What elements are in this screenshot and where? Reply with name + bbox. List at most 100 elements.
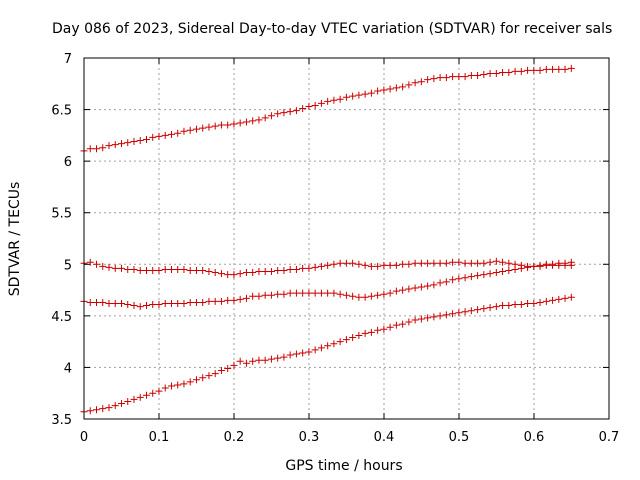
data-point — [242, 269, 250, 277]
data-point — [105, 263, 113, 271]
data-point — [130, 302, 138, 310]
data-point — [361, 293, 369, 301]
data-point — [105, 299, 113, 307]
data-point — [374, 326, 382, 334]
data-point — [461, 308, 469, 316]
data-point — [186, 126, 194, 134]
data-point — [374, 291, 382, 299]
data-point — [217, 121, 225, 129]
data-point — [336, 259, 344, 267]
data-point — [480, 271, 488, 279]
data-point — [342, 93, 350, 101]
data-point — [524, 263, 532, 271]
data-point — [355, 260, 363, 268]
data-point — [299, 349, 307, 357]
data-point — [305, 264, 313, 272]
y-tick-label: 5 — [64, 258, 72, 273]
data-point — [224, 271, 232, 279]
data-point — [561, 65, 569, 73]
data-point — [336, 95, 344, 103]
data-point — [499, 302, 507, 310]
data-point — [305, 102, 313, 110]
data-point — [399, 260, 407, 268]
data-point — [317, 344, 325, 352]
data-point — [274, 290, 282, 298]
data-point — [249, 269, 257, 277]
data-point — [492, 269, 500, 277]
data-point — [149, 301, 157, 309]
data-point — [311, 263, 319, 271]
data-point — [230, 361, 238, 369]
data-point — [230, 120, 238, 128]
data-point — [117, 400, 125, 408]
data-point — [474, 272, 482, 280]
data-point — [99, 262, 107, 270]
x-tick-label: 0.2 — [224, 430, 245, 445]
data-point — [367, 328, 375, 336]
data-point — [417, 78, 425, 86]
data-point — [155, 132, 163, 140]
data-point — [480, 259, 488, 267]
data-point — [430, 281, 438, 289]
data-point — [111, 264, 119, 272]
data-point — [530, 299, 538, 307]
data-point — [136, 137, 144, 145]
data-point — [455, 73, 463, 81]
data-point — [130, 265, 138, 273]
x-tick-label: 0 — [80, 430, 88, 445]
data-point — [499, 258, 507, 266]
data-point — [99, 144, 107, 152]
data-point — [292, 350, 300, 358]
data-point — [249, 357, 257, 365]
data-point — [499, 268, 507, 276]
data-point — [130, 395, 138, 403]
series-lower-mid — [80, 258, 575, 311]
data-point — [486, 270, 494, 278]
data-point — [236, 295, 244, 303]
data-point — [199, 266, 207, 274]
data-point — [342, 291, 350, 299]
data-point — [117, 299, 125, 307]
data-point — [530, 66, 538, 74]
data-point — [424, 282, 432, 290]
data-point — [124, 139, 132, 147]
data-point — [392, 261, 400, 269]
data-point — [136, 266, 144, 274]
data-point — [92, 406, 100, 414]
data-point — [405, 81, 413, 89]
data-point — [424, 76, 432, 84]
data-point — [561, 294, 569, 302]
data-point — [99, 405, 107, 413]
data-point — [517, 67, 525, 75]
data-point — [442, 278, 450, 286]
data-point — [161, 131, 169, 139]
data-point — [274, 110, 282, 118]
data-point — [392, 84, 400, 92]
data-point — [336, 338, 344, 346]
axis-ticks — [83, 57, 610, 420]
data-point — [280, 353, 288, 361]
data-point — [380, 86, 388, 94]
data-point — [380, 325, 388, 333]
data-point — [261, 114, 269, 122]
data-point — [280, 266, 288, 274]
data-point — [236, 119, 244, 127]
data-point — [442, 74, 450, 82]
data-point — [117, 140, 125, 148]
data-point — [217, 367, 225, 375]
data-point — [392, 287, 400, 295]
data-point — [274, 266, 282, 274]
data-point — [449, 310, 457, 318]
data-point — [405, 260, 413, 268]
data-point — [180, 265, 188, 273]
data-point — [505, 68, 513, 76]
data-point — [330, 260, 338, 268]
data-point — [349, 92, 357, 100]
data-point — [467, 259, 475, 267]
data-point — [174, 129, 182, 137]
data-point — [161, 265, 169, 273]
x-tick-label: 0.7 — [599, 430, 620, 445]
data-point — [292, 107, 300, 115]
data-point — [542, 260, 550, 268]
data-point — [517, 264, 525, 272]
